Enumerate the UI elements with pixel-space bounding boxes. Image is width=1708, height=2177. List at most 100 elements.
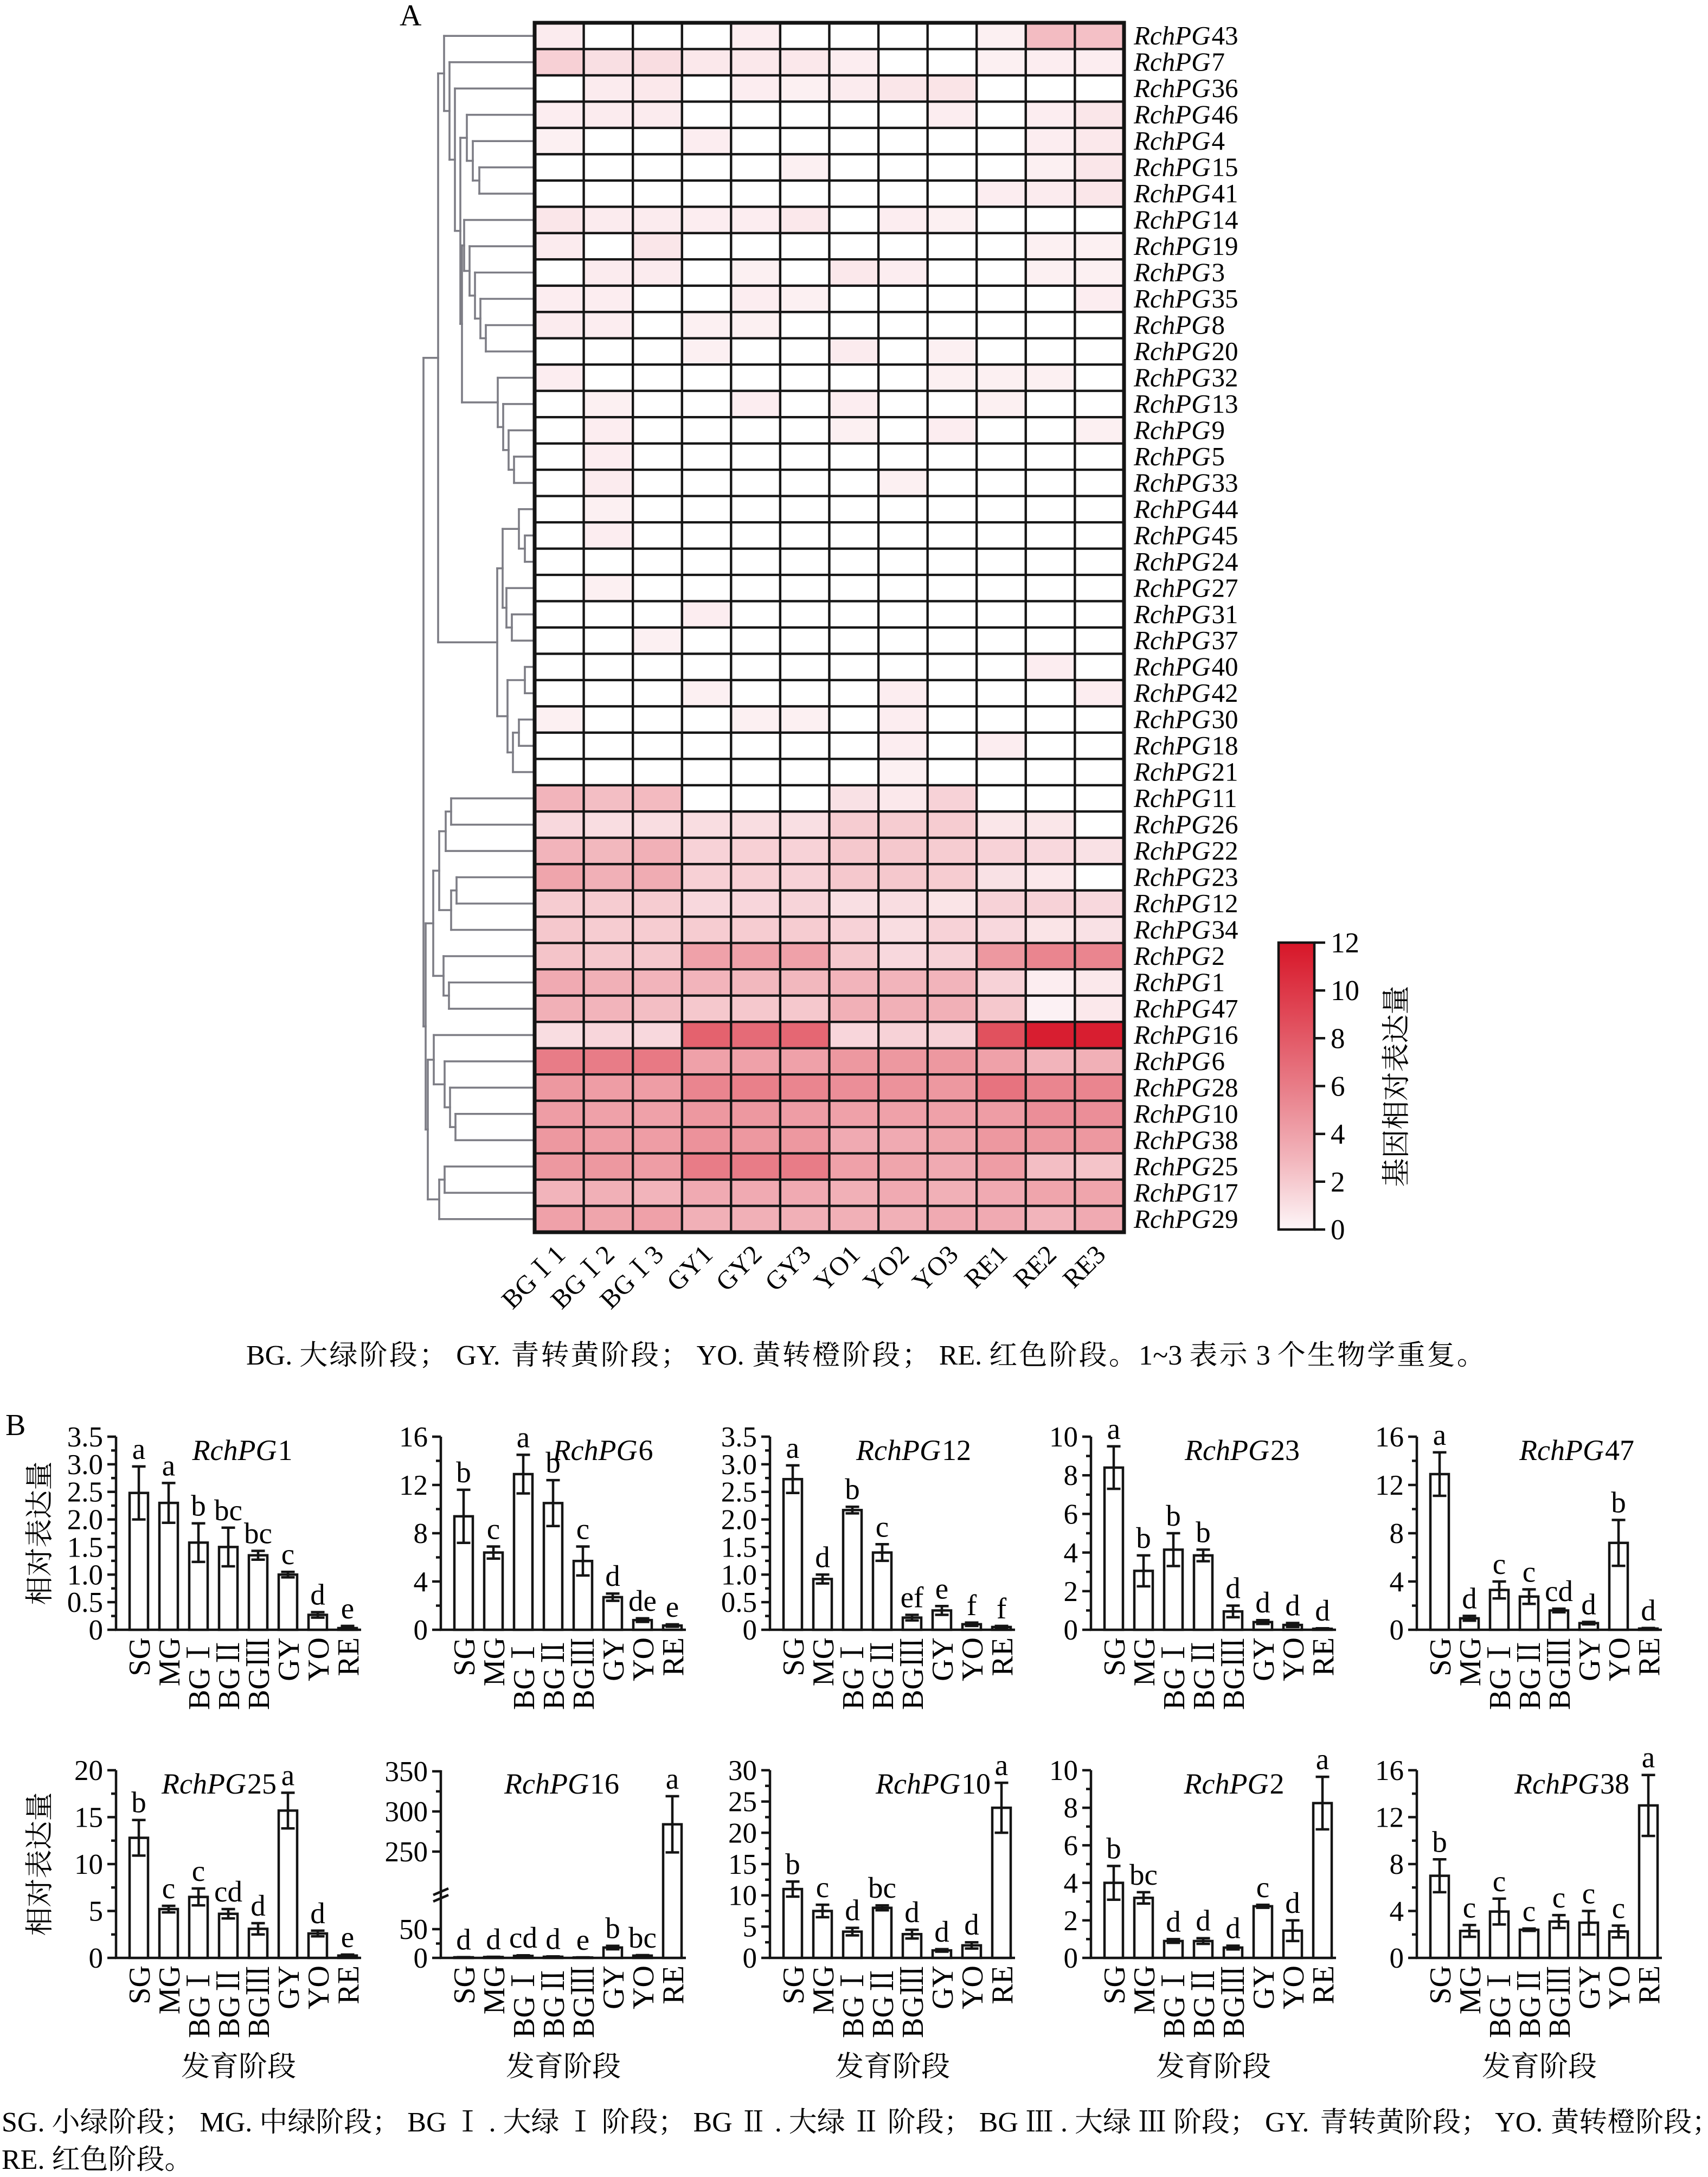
svg-text:d: d — [310, 1897, 325, 1930]
svg-text:16: 16 — [1375, 1422, 1404, 1453]
svg-text:1.5: 1.5 — [67, 1532, 103, 1563]
svg-text:A: A — [400, 0, 422, 33]
svg-text:SG: SG — [123, 1965, 157, 2005]
svg-text:8: 8 — [414, 1518, 428, 1549]
svg-text:50: 50 — [399, 1914, 428, 1945]
svg-text:30: 30 — [728, 1755, 757, 1787]
svg-text:RchPG1: RchPG1 — [1133, 968, 1225, 997]
svg-text:12: 12 — [399, 1470, 428, 1501]
svg-text:YO: YO — [956, 1637, 990, 1681]
svg-text:RchPG31: RchPG31 — [1133, 599, 1238, 629]
svg-text:SG: SG — [448, 1637, 481, 1676]
svg-text:GY: GY — [597, 1965, 631, 2009]
svg-text:MG: MG — [807, 1637, 840, 1686]
svg-text:SG: SG — [1098, 1637, 1132, 1676]
svg-text:RE2: RE2 — [1007, 1239, 1062, 1294]
svg-text:cd: cd — [214, 1875, 242, 1908]
svg-text:SG: SG — [448, 1965, 481, 2005]
svg-text:RE: RE — [332, 1637, 365, 1676]
svg-text:BG: BG — [213, 1668, 246, 1710]
svg-text:BG: BG — [537, 1996, 571, 2038]
svg-text:16: 16 — [399, 1422, 428, 1453]
svg-text:RchPG10: RchPG10 — [1133, 1099, 1238, 1129]
svg-text:BG: BG — [183, 1996, 216, 2038]
svg-text:b: b — [545, 1446, 561, 1479]
svg-text:250: 250 — [385, 1836, 428, 1868]
svg-text:YO: YO — [302, 1637, 336, 1681]
svg-text:bc: bc — [244, 1517, 272, 1550]
svg-text:f: f — [997, 1592, 1007, 1625]
svg-text:d: d — [605, 1559, 620, 1592]
svg-text:RchPG46: RchPG46 — [1133, 100, 1238, 130]
svg-text:RchPG2: RchPG2 — [1184, 1768, 1285, 1800]
svg-text:e: e — [341, 1592, 354, 1625]
svg-text:.: . — [482, 2107, 503, 2138]
svg-text:b: b — [131, 1786, 146, 1819]
svg-text:c: c — [1463, 1891, 1476, 1924]
svg-text:.: . — [1054, 2107, 1075, 2138]
svg-text:RchPG2: RchPG2 — [1133, 941, 1225, 971]
svg-text:d: d — [486, 1923, 501, 1956]
svg-text:YO.: YO. — [691, 1340, 752, 1371]
svg-text:RchPG25: RchPG25 — [1133, 1151, 1238, 1181]
svg-text:e: e — [341, 1920, 354, 1954]
svg-text:c: c — [876, 1510, 889, 1543]
svg-text:RE3: RE3 — [1057, 1239, 1111, 1294]
svg-text:RchPG41: RchPG41 — [1133, 178, 1238, 208]
svg-text:a: a — [132, 1432, 145, 1465]
svg-text:b: b — [605, 1912, 620, 1945]
svg-text:d: d — [964, 1908, 979, 1941]
svg-text:e: e — [666, 1590, 679, 1623]
svg-text:bc: bc — [868, 1871, 896, 1904]
svg-text:BG: BG — [242, 1996, 276, 2038]
svg-text:YO: YO — [1603, 1637, 1636, 1681]
svg-text:SG: SG — [1424, 1637, 1457, 1676]
svg-text:RchPG36: RchPG36 — [1133, 73, 1238, 103]
svg-text:RchPG43: RchPG43 — [1133, 21, 1238, 50]
svg-text:BG: BG — [567, 1668, 601, 1710]
svg-text:BG: BG — [567, 1996, 601, 2038]
svg-text:MG: MG — [1128, 1965, 1161, 2014]
svg-text:MG: MG — [807, 1965, 840, 2014]
svg-text:a: a — [517, 1420, 530, 1454]
svg-text:RchPG7: RchPG7 — [1133, 47, 1225, 77]
svg-text:8: 8 — [1064, 1460, 1078, 1491]
svg-text:RchPG37: RchPG37 — [1133, 625, 1238, 655]
svg-text:RchPG4: RchPG4 — [1133, 126, 1225, 156]
svg-text:c: c — [281, 1538, 294, 1571]
svg-text:YO: YO — [627, 1965, 660, 2009]
svg-text:b: b — [845, 1472, 860, 1506]
svg-text:RchPG22: RchPG22 — [1133, 836, 1238, 866]
svg-text:15: 15 — [74, 1802, 103, 1834]
svg-text:2.5: 2.5 — [67, 1477, 103, 1508]
svg-text:BG: BG — [686, 2107, 740, 2138]
svg-text:RE: RE — [657, 1965, 690, 2005]
svg-text:BG: BG — [537, 1668, 571, 1710]
svg-text:300: 300 — [385, 1796, 428, 1828]
svg-text:f: f — [967, 1589, 977, 1622]
svg-text:MG: MG — [478, 1965, 511, 2014]
svg-text:BG: BG — [242, 1668, 276, 1710]
svg-text:10: 10 — [728, 1880, 757, 1912]
svg-text:MG: MG — [1454, 1965, 1487, 2014]
svg-text:2.0: 2.0 — [67, 1504, 103, 1536]
svg-text:RchPG14: RchPG14 — [1133, 205, 1238, 235]
svg-text:BG: BG — [1484, 1668, 1517, 1710]
svg-text:GY: GY — [597, 1637, 631, 1681]
svg-text:bc: bc — [214, 1494, 242, 1527]
svg-text:GY.: GY. — [449, 1340, 507, 1371]
svg-text:RchPG6: RchPG6 — [553, 1434, 653, 1467]
svg-text:ef: ef — [901, 1581, 924, 1614]
svg-text:BG: BG — [545, 1267, 592, 1315]
svg-text:1: 1 — [541, 1239, 571, 1270]
svg-text:BG: BG — [496, 1267, 543, 1315]
svg-text:8: 8 — [1064, 1792, 1078, 1824]
svg-text:2: 2 — [1064, 1576, 1078, 1608]
svg-text:GY: GY — [272, 1637, 306, 1681]
svg-text:RE.: RE. — [932, 1340, 989, 1371]
svg-text:d: d — [845, 1894, 860, 1927]
svg-text:RchPG16: RchPG16 — [1133, 1020, 1238, 1049]
svg-text:b: b — [1166, 1499, 1181, 1532]
svg-text:BG: BG — [896, 1668, 930, 1710]
svg-text:b: b — [1196, 1515, 1211, 1548]
